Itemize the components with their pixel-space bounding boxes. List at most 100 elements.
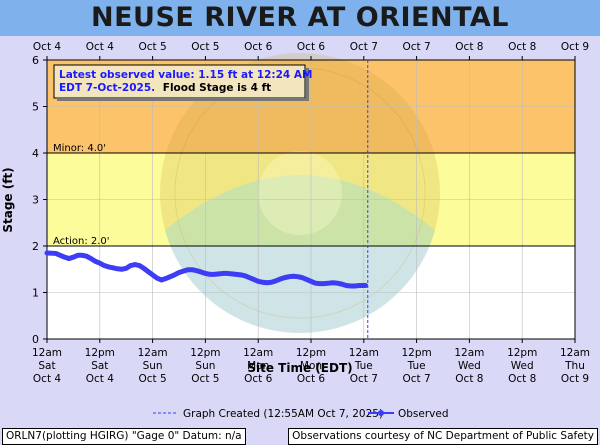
series-point-0-8 <box>85 254 89 258</box>
series-point-0-66 <box>340 282 344 286</box>
x-tick-top-label-6: Oct 7 <box>350 41 378 53</box>
x-tick-label-1-line-2: Oct 4 <box>86 373 114 385</box>
series-point-0-5 <box>71 255 75 259</box>
series-point-0-11 <box>98 261 102 265</box>
series-point-0-38 <box>217 272 221 276</box>
x-tick-top-label-8: Oct 8 <box>455 41 483 53</box>
x-tick-label-0-line-1: Sat <box>38 360 55 372</box>
x-tick-top-label-10: Oct 9 <box>561 41 589 53</box>
x-tick-label-2-line-0: 12am <box>138 347 168 359</box>
info-line-1: Latest observed value: 1.15 ft at 12:24 … <box>59 69 312 81</box>
series-point-0-14 <box>111 266 115 270</box>
series-point-0-40 <box>225 271 229 276</box>
series-point-0-36 <box>208 272 212 276</box>
series-point-0-13 <box>107 265 111 269</box>
series-point-0-44 <box>243 274 247 278</box>
series-point-0-7 <box>80 253 84 257</box>
series-point-0-55 <box>291 274 295 278</box>
series-point-0-32 <box>190 268 194 272</box>
x-tick-label-4-line-0: 12am <box>243 347 273 359</box>
x-tick-label-6-line-0: 12am <box>349 347 379 359</box>
x-tick-top-label-3: Oct 5 <box>191 41 219 53</box>
x-tick-label-7-line-2: Oct 7 <box>403 373 431 385</box>
x-tick-label-7-line-0: 12pm <box>401 347 431 359</box>
info-line-2-flood-stage: Flood Stage is 4 ft <box>163 82 271 94</box>
legend-observed-marker <box>378 410 384 416</box>
series-point-0-61 <box>318 282 322 286</box>
series-point-0-58 <box>305 277 309 282</box>
x-tick-label-9-line-2: Oct 8 <box>508 373 536 385</box>
series-point-0-33 <box>195 269 199 273</box>
x-tick-top-label-4: Oct 6 <box>244 41 272 53</box>
series-point-0-21 <box>142 266 146 270</box>
page-title: NEUSE RIVER AT ORIENTAL <box>91 2 509 33</box>
series-point-0-17 <box>124 266 128 270</box>
x-tick-label-8-line-0: 12am <box>454 347 484 359</box>
y-tick-label-5: 5 <box>32 101 39 114</box>
y-tick-label-0: 0 <box>32 333 39 346</box>
series-point-0-20 <box>137 263 141 268</box>
x-tick-label-3-line-0: 12pm <box>190 347 220 359</box>
series-point-0-54 <box>287 275 291 279</box>
x-tick-top-label-0: Oct 4 <box>33 41 61 53</box>
series-point-0-24 <box>155 276 159 280</box>
legend-graph-created-label: Graph Created (12:55AM Oct 7, 2025) <box>183 408 383 420</box>
observed-series <box>44 60 369 339</box>
x-tick-label-4-line-1: Mon <box>247 360 269 372</box>
x-tick-top-label-2: Oct 5 <box>139 41 167 53</box>
y-tick-label-4: 4 <box>32 147 39 160</box>
x-tick-label-9-line-0: 12pm <box>507 347 537 359</box>
footer-credit: Observations courtesy of NC Department o… <box>288 428 598 445</box>
series-point-0-48 <box>261 280 265 284</box>
series-point-0-29 <box>177 270 181 275</box>
series-point-0-63 <box>327 281 331 285</box>
series-point-0-70 <box>357 283 361 288</box>
series-point-0-30 <box>181 269 185 273</box>
legend-observed-label: Observed <box>398 408 449 420</box>
x-tick-top-label-5: Oct 6 <box>297 41 325 53</box>
x-tick-label-10-line-0: 12am <box>560 347 590 359</box>
series-point-0-31 <box>186 268 190 272</box>
y-tick-label-2: 2 <box>32 240 39 253</box>
x-tick-top-label-1: Oct 4 <box>86 41 114 53</box>
series-point-0-18 <box>129 263 133 268</box>
x-tick-label-8-line-1: Wed <box>458 360 481 372</box>
footer-datum-note: ORLN7(plotting HGIRG) "Gage 0" Datum: n/… <box>2 428 246 445</box>
series-point-0-62 <box>322 282 326 286</box>
series-point-0-28 <box>173 273 177 277</box>
x-tick-label-6-line-2: Oct 7 <box>350 373 378 385</box>
series-point-0-6 <box>76 253 80 257</box>
threshold-labels: Minor: 4.0' Action: 2.0' <box>47 143 575 247</box>
series-point-0-4 <box>67 256 71 261</box>
series-point-0-53 <box>283 276 287 280</box>
x-tick-label-4-line-2: Oct 6 <box>244 373 272 385</box>
series-point-0-15 <box>115 267 119 271</box>
series-point-0-71 <box>363 283 368 288</box>
x-tick-label-9-line-1: Wed <box>511 360 534 372</box>
x-tick-top-label-9: Oct 8 <box>508 41 536 53</box>
x-tick-label-10-line-1: Thu <box>564 360 585 372</box>
series-point-0-47 <box>256 279 260 283</box>
x-tick-label-8-line-2: Oct 8 <box>455 373 483 385</box>
series-point-0-45 <box>247 276 251 280</box>
x-tick-label-7-line-1: Tue <box>407 360 426 372</box>
series-point-0-12 <box>102 263 106 268</box>
x-tick-label-5-line-2: Oct 6 <box>297 373 325 385</box>
series-point-0-10 <box>93 259 97 263</box>
x-tick-label-0-line-0: 12am <box>32 347 62 359</box>
legend: Graph Created (12:55AM Oct 7, 2025) Obse… <box>153 408 449 420</box>
x-tick-label-2-line-1: Sun <box>143 360 163 372</box>
x-tick-label-6-line-1: Tue <box>354 360 373 372</box>
series-point-0-27 <box>168 275 172 279</box>
series-point-0-68 <box>349 284 353 288</box>
noaa-watermark <box>160 53 440 333</box>
series-point-0-64 <box>331 281 335 285</box>
series-point-0-59 <box>309 279 313 283</box>
y-tick-label-3: 3 <box>32 194 39 207</box>
x-tick-label-3-line-2: Oct 5 <box>191 373 219 385</box>
x-tick-label-5-line-0: 12pm <box>296 347 326 359</box>
threshold-label-0: Minor: 4.0' <box>53 143 106 154</box>
series-point-0-35 <box>203 271 207 276</box>
